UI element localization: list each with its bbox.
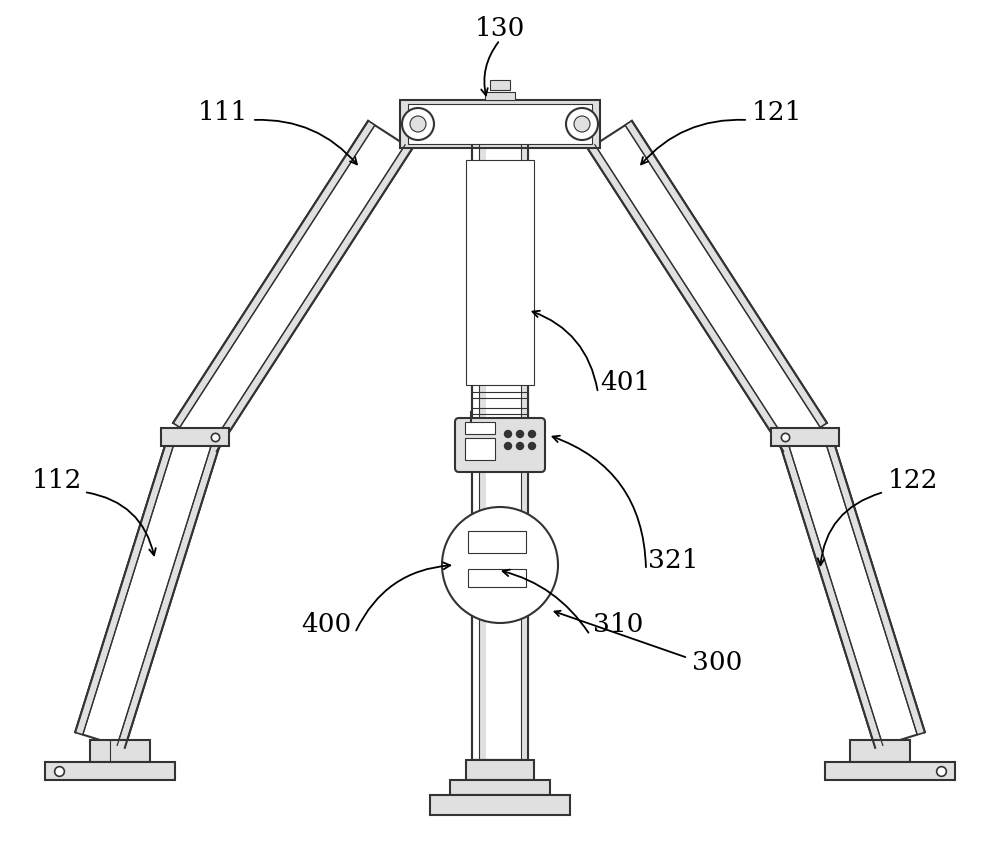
Text: 400: 400 xyxy=(302,612,352,637)
Text: 300: 300 xyxy=(692,649,742,674)
Polygon shape xyxy=(780,443,883,747)
Bar xyxy=(408,104,592,144)
Circle shape xyxy=(442,507,558,623)
Bar xyxy=(430,795,570,815)
Bar xyxy=(472,108,528,760)
Bar xyxy=(850,740,910,762)
FancyArrowPatch shape xyxy=(481,42,498,96)
Bar xyxy=(771,428,839,446)
Bar xyxy=(466,160,534,385)
Polygon shape xyxy=(588,145,790,451)
Polygon shape xyxy=(173,121,375,427)
Polygon shape xyxy=(75,430,220,747)
Bar xyxy=(490,80,510,90)
Bar xyxy=(400,100,600,148)
Bar xyxy=(450,780,550,795)
Polygon shape xyxy=(173,121,412,451)
Bar xyxy=(45,762,175,780)
Circle shape xyxy=(574,116,590,132)
Bar xyxy=(479,108,486,760)
Bar xyxy=(472,108,528,760)
FancyArrowPatch shape xyxy=(255,120,357,164)
FancyArrowPatch shape xyxy=(818,492,881,565)
Bar xyxy=(90,740,150,762)
Circle shape xyxy=(516,430,524,437)
Bar xyxy=(468,531,526,553)
FancyArrowPatch shape xyxy=(641,120,745,164)
Circle shape xyxy=(410,116,426,132)
Text: 310: 310 xyxy=(593,612,643,637)
FancyArrowPatch shape xyxy=(356,562,450,630)
Text: 122: 122 xyxy=(888,468,938,492)
Circle shape xyxy=(505,443,512,449)
Circle shape xyxy=(402,108,434,140)
Polygon shape xyxy=(822,430,925,734)
Text: 321: 321 xyxy=(648,548,698,573)
Text: 130: 130 xyxy=(475,15,525,40)
FancyArrowPatch shape xyxy=(553,436,646,567)
Circle shape xyxy=(516,443,524,449)
Text: 401: 401 xyxy=(600,370,650,395)
Polygon shape xyxy=(117,443,220,747)
FancyArrowPatch shape xyxy=(87,492,156,555)
Circle shape xyxy=(566,108,598,140)
Circle shape xyxy=(528,430,536,437)
Polygon shape xyxy=(210,145,412,451)
Text: 121: 121 xyxy=(752,100,802,125)
Bar xyxy=(465,438,495,460)
Bar xyxy=(485,92,515,100)
Polygon shape xyxy=(625,121,827,427)
Polygon shape xyxy=(780,430,925,747)
Bar xyxy=(161,428,229,446)
Bar xyxy=(466,760,534,780)
Bar xyxy=(825,762,955,780)
Bar xyxy=(468,569,526,587)
FancyArrowPatch shape xyxy=(533,311,598,390)
Text: 111: 111 xyxy=(198,100,248,125)
Polygon shape xyxy=(75,430,178,734)
Text: 112: 112 xyxy=(32,468,82,492)
FancyArrowPatch shape xyxy=(503,570,588,633)
Circle shape xyxy=(528,443,536,449)
Polygon shape xyxy=(588,121,827,451)
Bar xyxy=(465,422,495,434)
FancyBboxPatch shape xyxy=(455,418,545,472)
Bar xyxy=(521,108,528,760)
Circle shape xyxy=(505,430,512,437)
